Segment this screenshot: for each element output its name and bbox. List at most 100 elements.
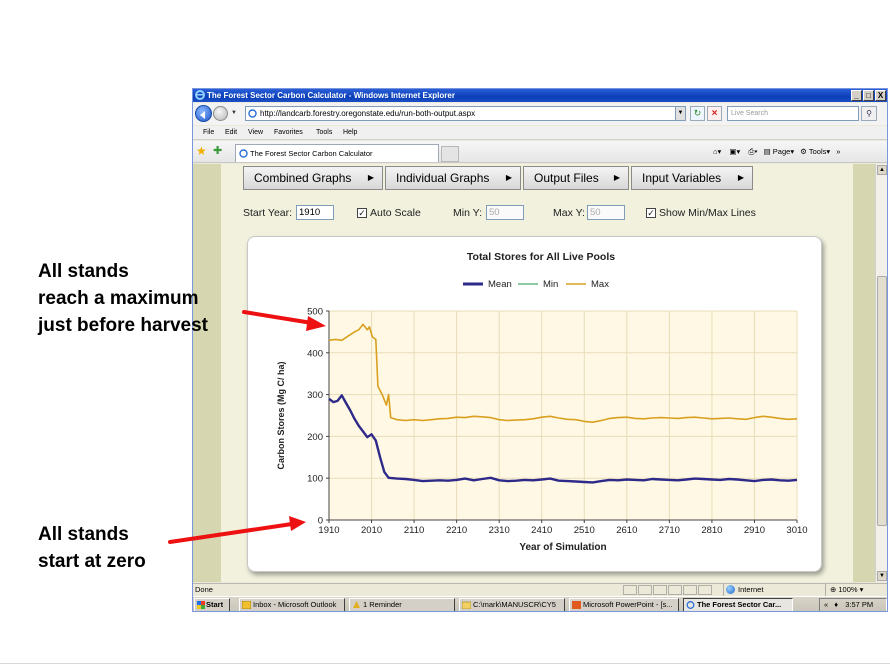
x-tick-label: 2110	[404, 525, 424, 536]
zoom-control[interactable]: ⊕ 100% ▾	[825, 584, 887, 596]
menu-view[interactable]: View	[248, 129, 264, 136]
scroll-up-icon[interactable]: ▲	[877, 165, 887, 175]
taskbar-item-outlook[interactable]: Inbox - Microsoft Outlook	[239, 598, 345, 611]
show-minmax-label: Show Min/Max Lines	[659, 207, 756, 219]
windows-flag-icon	[197, 601, 205, 609]
page-icon	[248, 109, 257, 118]
start-button[interactable]: Start	[194, 598, 230, 611]
x-tick-label: 2910	[744, 525, 765, 536]
menu-favorites[interactable]: Favorites	[274, 129, 303, 136]
search-input[interactable]: Live Search	[727, 106, 859, 121]
x-tick-label: 2010	[361, 525, 382, 536]
folder-icon	[462, 601, 471, 609]
menu-bar: File Edit View Favorites Tools Help	[193, 126, 887, 140]
y-tick-label: 0	[318, 516, 323, 527]
tools-gear-icon: ⚙	[800, 147, 807, 156]
x-tick-label: 2410	[531, 525, 552, 536]
max-y-input[interactable]: 50	[587, 205, 625, 220]
max-y-label: Max Y:	[553, 207, 585, 219]
y-tick-label: 500	[307, 307, 323, 318]
taskbar: Start Inbox - Microsoft Outlook 1 Remind…	[193, 596, 887, 611]
minimize-button[interactable]: _	[851, 90, 862, 101]
tray-icon[interactable]: ♦	[834, 600, 839, 609]
taskbar-item-ie[interactable]: The Forest Sector Car...	[683, 598, 793, 611]
page-icon	[239, 149, 248, 158]
scroll-down-icon[interactable]: ▼	[877, 571, 887, 581]
chevron-right-icon: ▶	[505, 173, 512, 182]
address-bar: ▼ http://landcarb.forestry.oregonstate.e…	[193, 103, 887, 125]
page-menu[interactable]: Page	[772, 147, 791, 156]
show-minmax-checkbox[interactable]: ✓	[646, 208, 656, 218]
output-files-button[interactable]: Output Files ▶	[523, 166, 629, 190]
start-year-input[interactable]: 1910	[296, 205, 334, 220]
back-button[interactable]	[195, 105, 212, 122]
url-dropdown-icon[interactable]: ▼	[675, 106, 686, 121]
ie-logo-icon	[686, 601, 695, 609]
window-title: The Forest Sector Carbon Calculator - Wi…	[207, 91, 455, 100]
favorites-bar: ★ ✚ The Forest Sector Carbon Calculator …	[193, 141, 887, 163]
combined-graphs-button[interactable]: Combined Graphs ▶	[243, 166, 383, 190]
tray-expand-button[interactable]: «	[824, 600, 829, 609]
legend-label-mean: Mean	[488, 279, 512, 290]
command-bar: ⌂▾ ▣▾ ⎙▾ ▤ Page▾ ⚙ Tools▾ »	[713, 147, 841, 156]
chevron-more-icon[interactable]: »	[836, 147, 841, 156]
x-tick-label: 2810	[701, 525, 722, 536]
new-tab-button[interactable]	[441, 146, 459, 162]
menu-edit[interactable]: Edit	[225, 129, 238, 136]
clock: 3:57 PM	[845, 600, 874, 609]
stop-icon[interactable]: ×	[707, 106, 722, 121]
scroll-thumb[interactable]	[877, 276, 887, 526]
arrow-to-zero	[168, 516, 306, 544]
x-tick-label: 2310	[489, 525, 510, 536]
security-zone[interactable]: Internet	[723, 584, 823, 596]
browser-window: The Forest Sector Carbon Calculator - Wi…	[192, 88, 888, 612]
x-axis-label: Year of Simulation	[519, 542, 606, 553]
favorites-star-icon[interactable]: ★	[196, 144, 207, 158]
menu-help[interactable]: Help	[343, 129, 358, 136]
series-line-max	[328, 323, 798, 423]
x-tick-label: 1910	[318, 525, 339, 536]
tab-forest-calculator[interactable]: The Forest Sector Carbon Calculator	[235, 144, 439, 162]
tools-menu[interactable]: Tools	[808, 147, 827, 156]
min-y-label: Min Y:	[453, 207, 482, 219]
x-tick-label: 2210	[446, 525, 467, 536]
ie-logo-icon	[195, 90, 205, 100]
page-menu-icon: ▤	[763, 147, 771, 156]
search-icon[interactable]: ⚲	[861, 106, 877, 121]
auto-scale-checkbox[interactable]: ✓	[357, 208, 367, 218]
forward-button[interactable]	[213, 106, 228, 121]
refresh-icon[interactable]: ↻	[690, 106, 705, 121]
app-panel: Combined Graphs ▶ Individual Graphs ▶ Outp…	[221, 164, 853, 582]
taskbar-item-reminder[interactable]: 1 Reminder	[349, 598, 455, 611]
annotation-maximum: All stands reach a maximum just before h…	[38, 261, 208, 336]
menu-file[interactable]: File	[203, 129, 215, 136]
page-content: Combined Graphs ▶ Individual Graphs ▶ Outp…	[193, 164, 875, 582]
input-variables-button[interactable]: Input Variables ▶	[631, 166, 753, 190]
url-input[interactable]: http://landcarb.forestry.oregonstate.edu…	[245, 106, 685, 121]
individual-graphs-button[interactable]: Individual Graphs ▶	[385, 166, 521, 190]
title-bar: The Forest Sector Carbon Calculator - Wi…	[193, 89, 887, 102]
chevron-right-icon: ▶	[367, 173, 374, 182]
powerpoint-icon	[572, 601, 581, 609]
legend-label-min: Min	[543, 279, 558, 290]
vertical-scrollbar[interactable]: ▲ ▼	[875, 164, 887, 582]
add-favorite-icon[interactable]: ✚	[213, 145, 223, 157]
print-icon[interactable]: ⎙▾	[748, 147, 758, 156]
history-dropdown-icon[interactable]: ▼	[231, 110, 237, 116]
arrow-to-maximum	[242, 310, 326, 331]
menu-tools[interactable]: Tools	[316, 129, 333, 136]
feeds-icon[interactable]: ▣▾	[729, 147, 741, 156]
status-text: Done	[195, 585, 213, 594]
close-button[interactable]: X	[875, 90, 886, 101]
min-y-input[interactable]: 50	[486, 205, 524, 220]
maximize-button[interactable]: □	[863, 90, 874, 101]
chart-title: Total Stores for All Live Pools	[467, 251, 615, 263]
taskbar-item-folder[interactable]: C:\mark\MANUSCR\CY5	[459, 598, 565, 611]
taskbar-item-powerpoint[interactable]: Microsoft PowerPoint - [s...	[569, 598, 679, 611]
x-tick-label: 2510	[574, 525, 595, 536]
start-year-label: Start Year:	[243, 207, 293, 219]
annotation-start-zero: All stands start at zero	[38, 524, 146, 572]
home-icon[interactable]: ⌂▾	[713, 147, 722, 156]
